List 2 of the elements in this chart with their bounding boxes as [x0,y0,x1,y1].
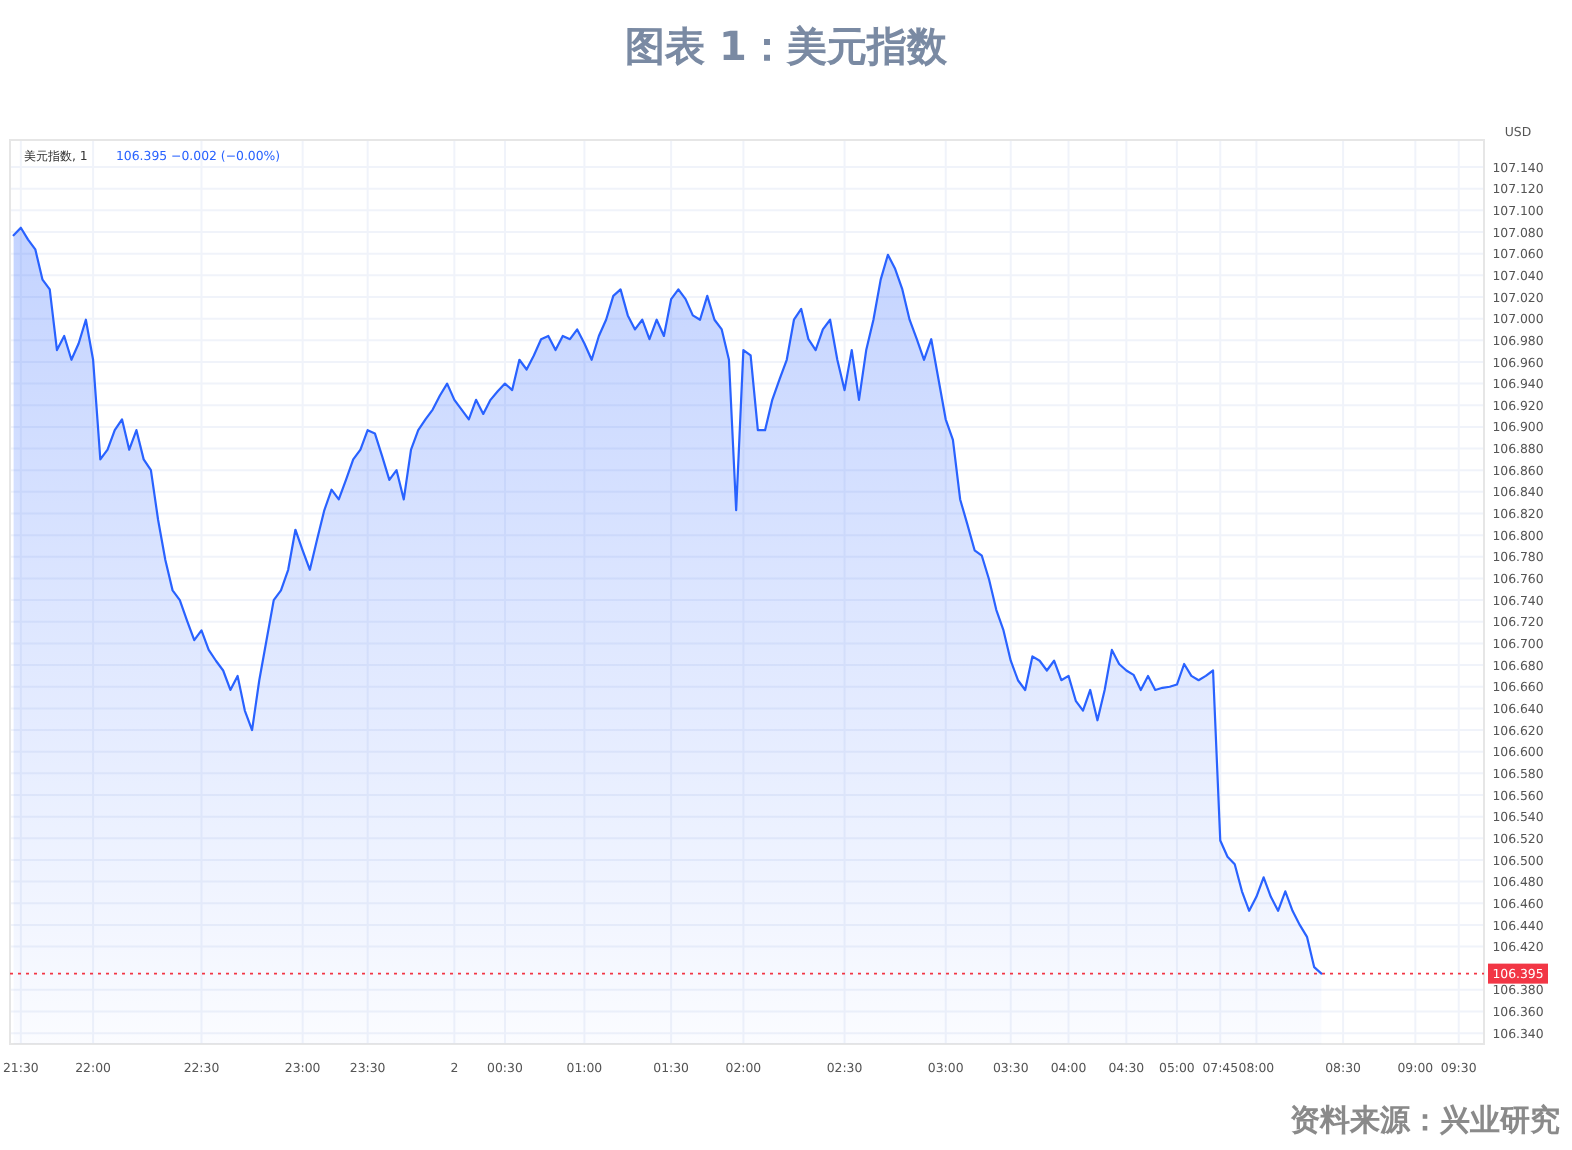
chart-title: 图表 1：美元指数 [625,22,949,70]
text: 资料来源：兴业研究 [1290,1102,1560,1138]
